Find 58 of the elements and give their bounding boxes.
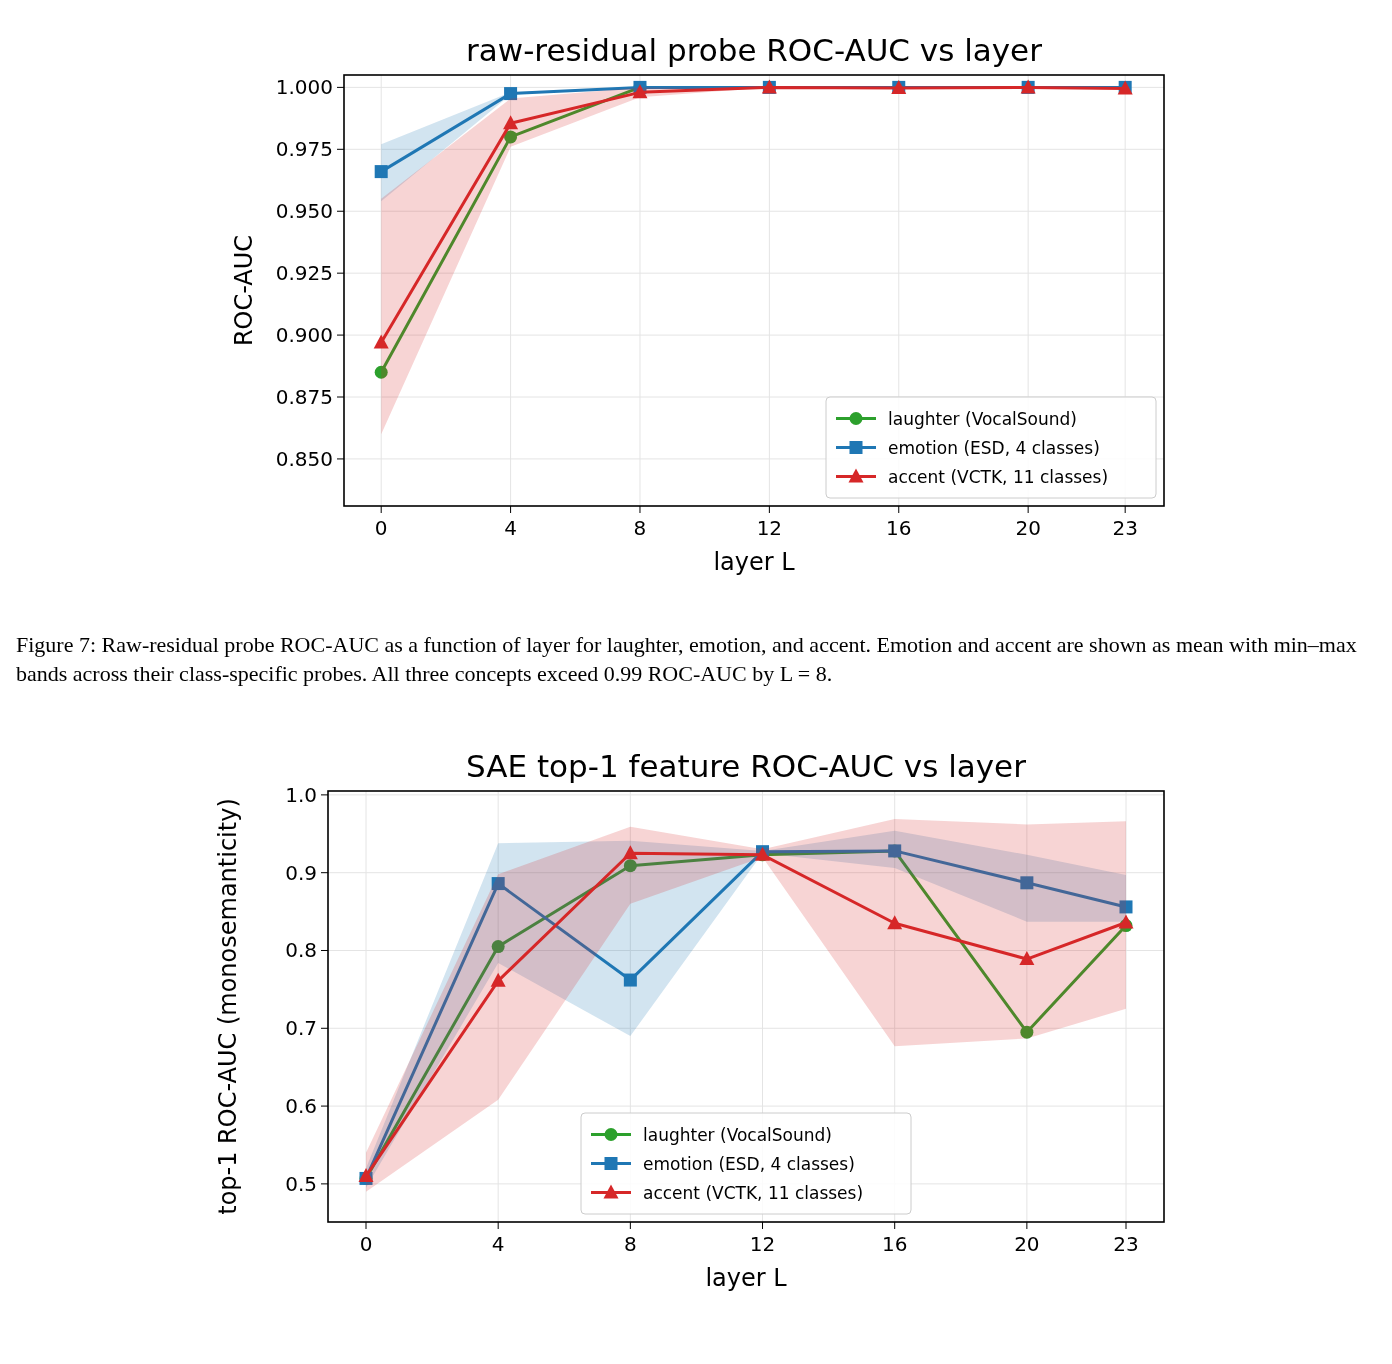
point xyxy=(490,972,506,987)
y-tick-label: 0.850 xyxy=(275,446,333,471)
point xyxy=(887,915,903,930)
chart-title: raw-residual probe ROC-AUC vs layer xyxy=(466,32,1043,68)
point xyxy=(504,130,518,144)
y-axis-title: ROC-AUC xyxy=(230,234,258,347)
legend-label: accent (VCTK, 11 classes) xyxy=(888,466,1109,487)
x-tick-label: 0 xyxy=(374,516,388,540)
x-tick-label: 20 xyxy=(1014,1232,1040,1256)
x-tick-label: 4 xyxy=(504,516,517,540)
y-tick-label: 0.6 xyxy=(285,1094,317,1119)
point xyxy=(491,877,505,891)
x-tick-label: 20 xyxy=(1015,516,1041,540)
point xyxy=(1019,951,1035,966)
x-tick-label: 12 xyxy=(756,516,783,540)
x-tick-label: 0 xyxy=(359,1232,373,1256)
point xyxy=(623,973,637,987)
y-tick-label: 0.950 xyxy=(275,199,333,224)
legend-label: emotion (ESD, 4 classes) xyxy=(643,1153,855,1174)
x-tick-label: 16 xyxy=(886,516,912,540)
x-tick-label: 12 xyxy=(749,1232,776,1256)
point xyxy=(1020,876,1034,890)
legend-label: emotion (ESD, 4 classes) xyxy=(888,437,1100,458)
x-tick-label: 23 xyxy=(1112,516,1138,540)
x-axis-title: layer L xyxy=(713,548,796,576)
point xyxy=(374,365,388,379)
y-tick-label: 0.925 xyxy=(275,261,333,286)
chart-title: SAE top-1 feature ROC-AUC vs layer xyxy=(466,748,1027,784)
x-tick-label: 4 xyxy=(491,1232,505,1256)
x-tick-label: 8 xyxy=(623,1232,637,1256)
y-tick-label: 0.875 xyxy=(275,385,333,410)
y-axis-title: top-1 ROC-AUC (monosemanticity) xyxy=(214,798,242,1215)
point xyxy=(622,845,638,860)
x-tick-label: 8 xyxy=(633,516,647,540)
y-tick-label: 0.8 xyxy=(285,938,317,963)
y-tick-label: 0.7 xyxy=(285,1016,317,1041)
point xyxy=(623,859,637,873)
y-tick-label: 0.900 xyxy=(275,323,333,348)
x-axis-title: layer L xyxy=(705,1264,788,1292)
point xyxy=(1118,914,1134,929)
point xyxy=(1119,900,1133,914)
y-tick-label: 1.0 xyxy=(285,782,317,807)
x-tick-label: 23 xyxy=(1113,1232,1139,1256)
point xyxy=(373,334,389,349)
point xyxy=(504,87,518,101)
legend-label: laughter (VocalSound) xyxy=(888,408,1077,429)
caption: Figure 7: Raw-residual probe ROC-AUC as a function of layer for laughter, emotion, and accent. Emotion and accent are shown as mean with min–max bands across their class-specific probes. All three concepts exceed 0.99 ROC-AUC by L = 8. xyxy=(15,631,1358,688)
point xyxy=(503,115,519,130)
y-tick-label: 1.000 xyxy=(275,75,333,100)
point xyxy=(491,940,505,954)
y-tick-label: 0.9 xyxy=(285,860,317,885)
x-tick-label: 16 xyxy=(881,1232,908,1256)
y-tick-label: 0.975 xyxy=(275,137,333,162)
legend-label: laughter (VocalSound) xyxy=(643,1124,832,1145)
y-tick-label: 0.5 xyxy=(285,1171,317,1196)
legend-label: accent (VCTK, 11 classes) xyxy=(643,1182,864,1203)
point xyxy=(374,165,388,179)
point xyxy=(1020,1025,1034,1039)
